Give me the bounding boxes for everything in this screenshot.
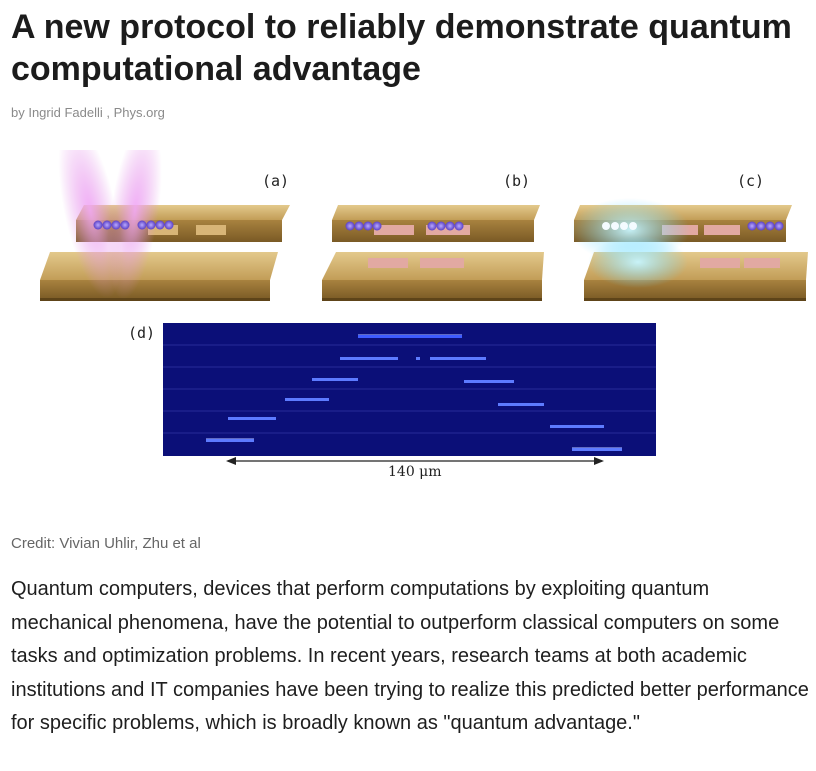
figure-illustration: (a) (b) bbox=[40, 150, 808, 480]
panel-d-image bbox=[163, 323, 656, 456]
panel-a-trap bbox=[40, 150, 290, 301]
article-figure: (a) (b) bbox=[0, 150, 816, 500]
panel-c-trap bbox=[570, 198, 808, 301]
scale-bar bbox=[226, 457, 604, 465]
article-headline: A new protocol to reliably demonstrate q… bbox=[11, 8, 792, 88]
panel-b-label: (b) bbox=[503, 172, 530, 190]
article-body-paragraph: Quantum computers, devices that perform … bbox=[11, 578, 809, 734]
panel-a-label: (a) bbox=[262, 172, 289, 190]
panel-d-label: (d) bbox=[128, 324, 155, 342]
figure-credit: Credit: Vivian Uhlir, Zhu et al bbox=[11, 535, 201, 552]
panel-c-label: (c) bbox=[737, 172, 764, 190]
article-byline[interactable]: by Ingrid Fadelli , Phys.org bbox=[11, 105, 165, 120]
panel-b-trap bbox=[322, 205, 544, 301]
scale-bar-label: 140 μm bbox=[388, 464, 442, 480]
